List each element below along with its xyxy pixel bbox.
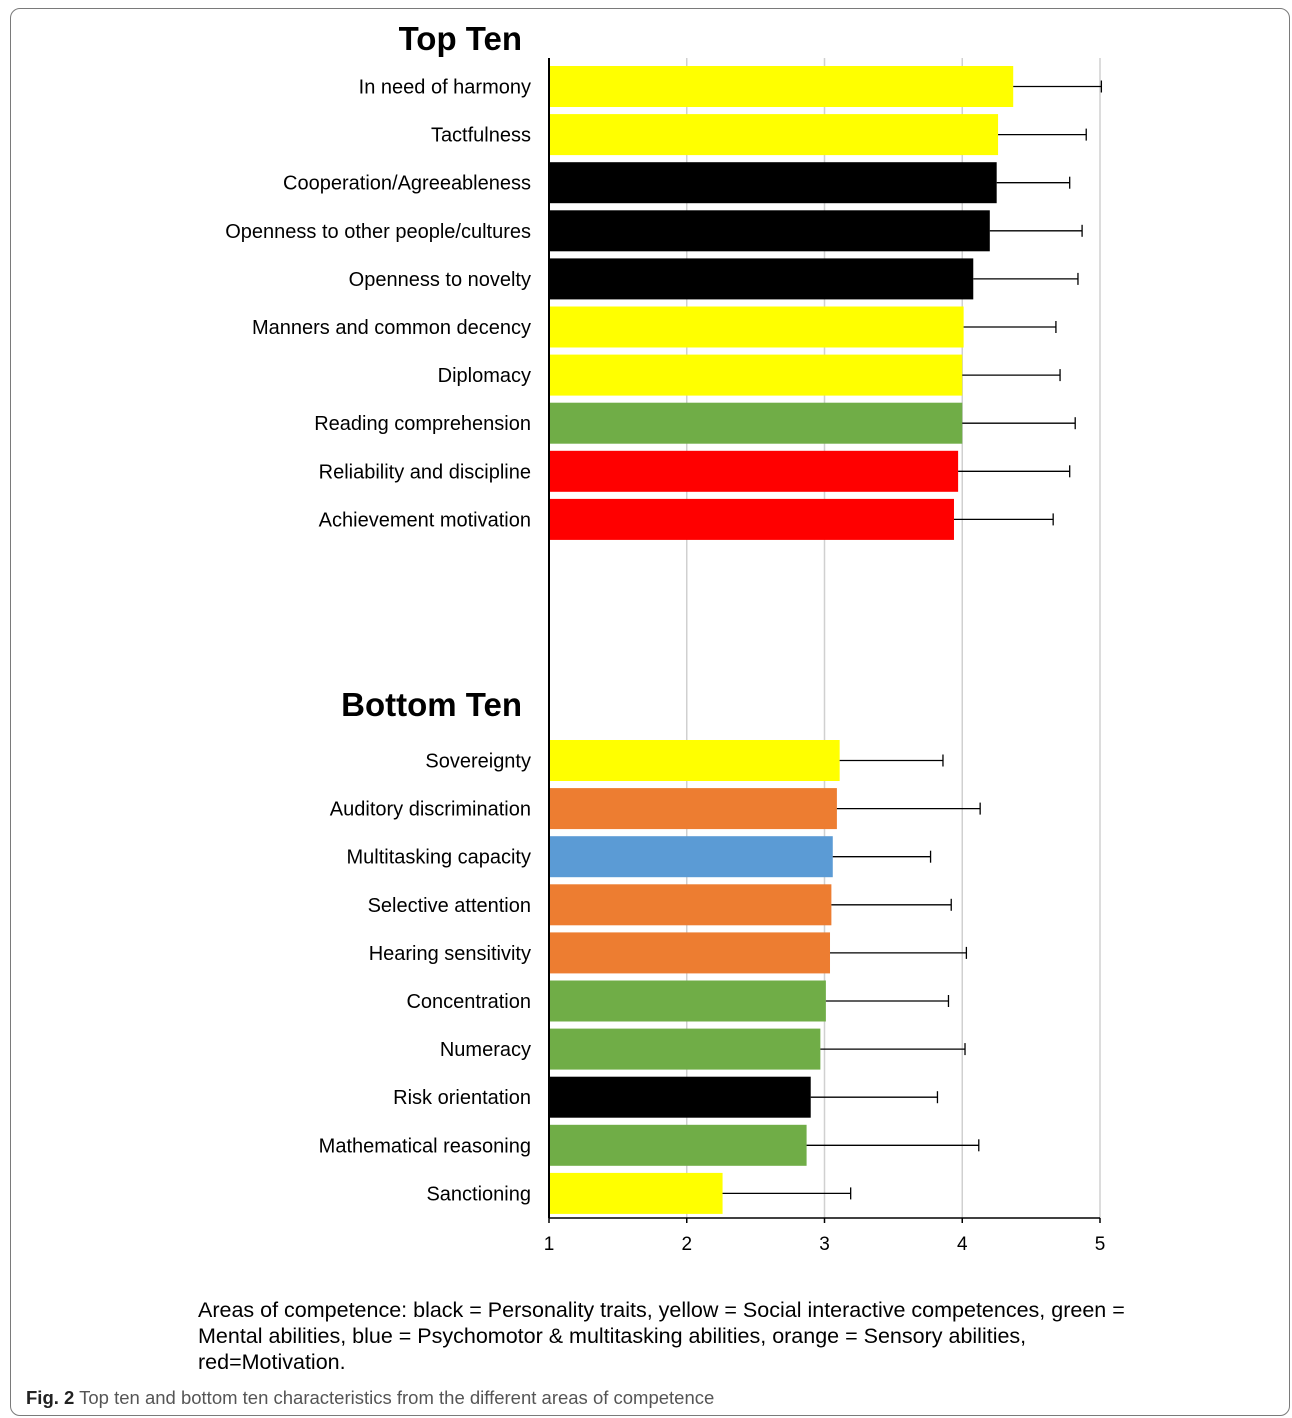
category-label: Numeracy xyxy=(440,1039,531,1061)
bar xyxy=(549,1076,811,1118)
labels: Top Ten In need of harmony Tactfulness Coop… xyxy=(225,20,1105,1255)
bar xyxy=(549,162,997,204)
bar xyxy=(549,884,832,926)
bar xyxy=(549,306,964,348)
category-label: In need of harmony xyxy=(359,77,531,99)
bar xyxy=(549,980,826,1022)
figure-frame xyxy=(10,8,1290,1416)
category-label: Sovereignty xyxy=(425,751,531,773)
bar xyxy=(549,258,974,300)
bar xyxy=(549,1028,821,1070)
category-label: Hearing sensitivity xyxy=(369,943,531,965)
category-label: Manners and common decency xyxy=(252,317,531,339)
category-label: Openness to novelty xyxy=(349,269,531,291)
axes xyxy=(548,58,1101,1223)
bar xyxy=(549,498,954,540)
category-label: Sanctioning xyxy=(426,1183,531,1205)
x-tick-label: 1 xyxy=(544,1234,555,1255)
category-label: Selective attention xyxy=(368,895,531,917)
category-label: Tactfulness xyxy=(431,125,531,147)
bar xyxy=(549,450,959,492)
category-label: Risk orientation xyxy=(393,1087,531,1109)
category-label: Mathematical reasoning xyxy=(319,1135,531,1157)
x-tick-label: 3 xyxy=(819,1234,830,1255)
category-label: Diplomacy xyxy=(438,365,531,387)
bar xyxy=(549,114,999,156)
category-label: Multitasking capacity xyxy=(346,847,531,869)
category-label: Reliability and discipline xyxy=(319,461,531,483)
bar xyxy=(549,1172,723,1214)
legend-note: Areas of competence: black = Personality… xyxy=(198,1298,1125,1374)
figure-caption-text: Top ten and bottom ten characteristics f… xyxy=(79,1387,715,1408)
figure-caption: Fig. 2 Top ten and bottom ten characteri… xyxy=(26,1387,714,1409)
grid-lines xyxy=(686,58,1101,1218)
bar xyxy=(549,402,963,444)
category-label: Concentration xyxy=(406,991,531,1013)
category-label: Achievement motivation xyxy=(319,509,531,531)
section-title: Bottom Ten xyxy=(341,686,522,723)
bar xyxy=(549,354,963,396)
x-tick-label: 5 xyxy=(1095,1234,1106,1255)
x-tick-label: 4 xyxy=(957,1234,968,1255)
figure-label: Fig. 2 xyxy=(26,1387,75,1408)
category-label: Reading comprehension xyxy=(314,413,531,435)
category-label: Openness to other people/cultures xyxy=(225,221,531,243)
category-label: Cooperation/Agreeableness xyxy=(283,173,531,195)
bar xyxy=(549,1124,807,1166)
bar xyxy=(549,66,1014,107)
bars xyxy=(549,66,1103,1214)
bar xyxy=(549,932,831,974)
bar xyxy=(549,740,840,781)
bar xyxy=(549,788,837,830)
bar xyxy=(549,210,990,252)
section-title: Top Ten xyxy=(399,20,522,57)
bar-chart: Top Ten In need of harmony Tactfulness Coop… xyxy=(225,20,1105,1255)
x-tick-label: 2 xyxy=(681,1234,692,1255)
category-label: Auditory discrimination xyxy=(330,799,531,821)
bar xyxy=(549,836,833,878)
